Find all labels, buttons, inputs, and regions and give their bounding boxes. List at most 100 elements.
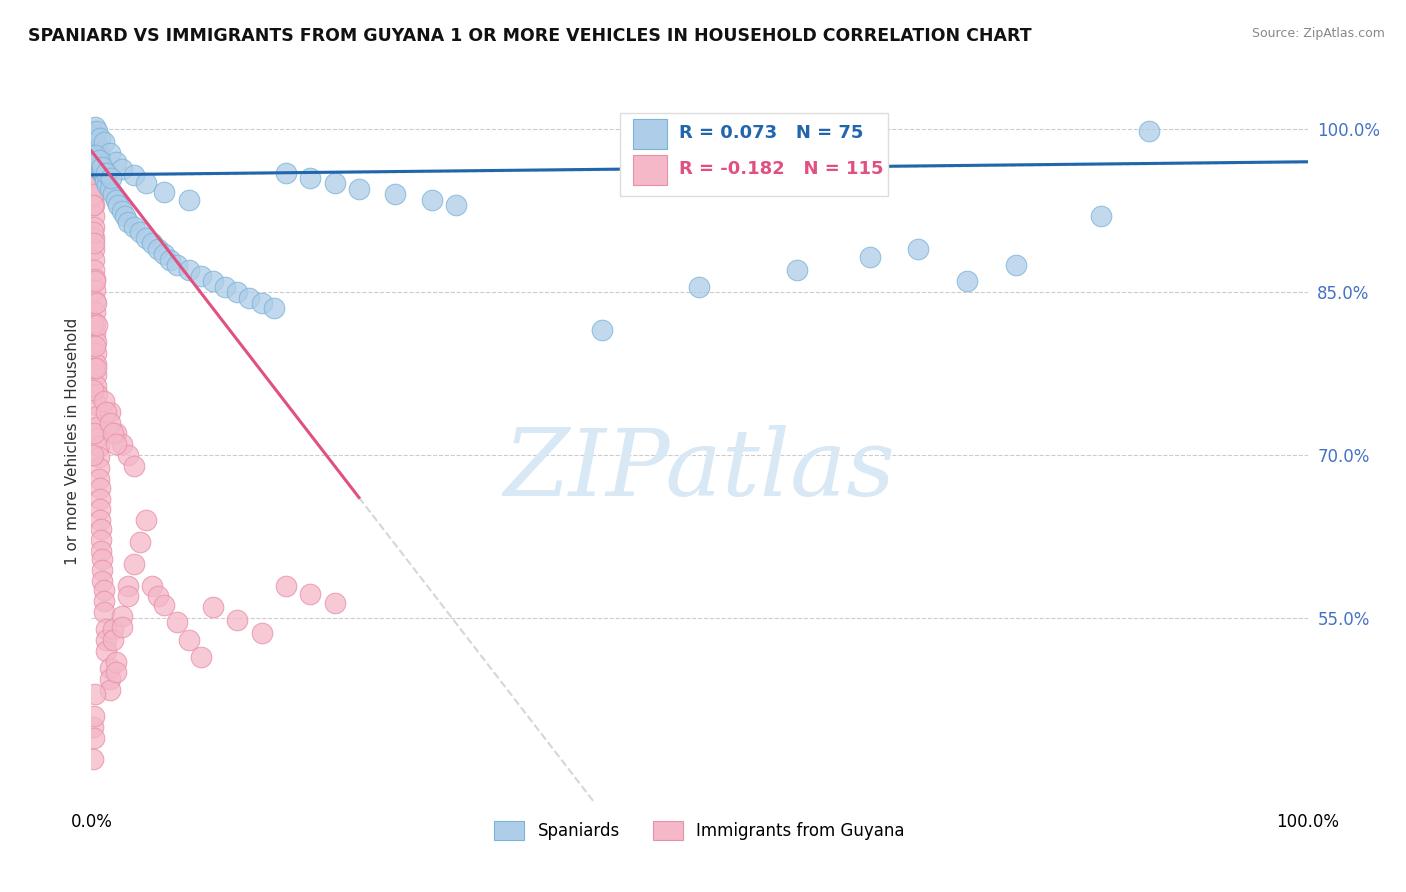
Point: [83, 361, 105, 376]
Point: [86, 387, 108, 401]
Point: [202, 600, 225, 615]
Point: [89, 513, 111, 527]
Point: [94, 166, 117, 180]
Point: [111, 162, 134, 177]
Point: [104, 193, 127, 207]
Point: [86, 142, 108, 156]
Point: [141, 236, 163, 251]
Point: [384, 187, 406, 202]
Point: [90, 159, 112, 173]
Point: [177, 193, 200, 207]
Point: [111, 437, 134, 451]
Point: [83, 731, 105, 745]
Point: [94, 622, 117, 636]
Point: [87, 439, 110, 453]
Point: [1004, 258, 1026, 272]
Point: [420, 193, 443, 207]
Point: [89, 157, 111, 171]
Point: [86, 420, 108, 434]
Point: [93, 593, 115, 607]
Point: [93, 582, 115, 597]
Point: [84, 120, 107, 134]
Point: [82, 138, 104, 153]
FancyBboxPatch shape: [633, 119, 666, 149]
Point: [103, 622, 125, 636]
Point: [87, 450, 110, 465]
Point: [84, 283, 107, 297]
Point: [90, 522, 112, 536]
Point: [177, 263, 200, 277]
Point: [94, 643, 117, 657]
Point: [1090, 209, 1112, 223]
Point: [94, 174, 117, 188]
Point: [111, 203, 134, 218]
Point: [153, 598, 176, 612]
Point: [82, 752, 104, 766]
Point: [94, 171, 117, 186]
Point: [100, 171, 122, 186]
Point: [347, 182, 370, 196]
Point: [107, 198, 129, 212]
Point: [250, 626, 273, 640]
Point: [89, 502, 111, 516]
Point: [82, 448, 104, 462]
FancyBboxPatch shape: [620, 112, 889, 196]
Point: [117, 214, 139, 228]
Text: R = -0.182   N = 115: R = -0.182 N = 115: [679, 161, 883, 178]
Point: [90, 160, 112, 174]
Point: [104, 655, 127, 669]
Point: [84, 274, 107, 288]
Point: [323, 596, 346, 610]
Text: SPANIARD VS IMMIGRANTS FROM GUYANA 1 OR MORE VEHICLES IN HOUSEHOLD CORRELATION C: SPANIARD VS IMMIGRANTS FROM GUYANA 1 OR …: [28, 27, 1032, 45]
Point: [98, 182, 121, 196]
Point: [87, 154, 110, 169]
Point: [87, 461, 110, 475]
Point: [83, 242, 105, 256]
Point: [166, 258, 188, 272]
Point: [84, 178, 107, 193]
Point: [1139, 124, 1161, 138]
Point: [214, 279, 236, 293]
Point: [96, 178, 118, 192]
Point: [103, 632, 125, 647]
Point: [83, 426, 105, 441]
Point: [250, 296, 273, 310]
Point: [135, 177, 157, 191]
Point: [87, 153, 110, 167]
Point: [84, 687, 107, 701]
Y-axis label: 1 or more Vehicles in Household: 1 or more Vehicles in Household: [65, 318, 80, 566]
Point: [159, 252, 181, 267]
Point: [202, 274, 225, 288]
Point: [82, 189, 104, 203]
Point: [444, 198, 467, 212]
Point: [82, 187, 104, 202]
Point: [86, 431, 108, 445]
Point: [91, 552, 114, 566]
Text: ZIPatlas: ZIPatlas: [503, 425, 896, 516]
Point: [226, 285, 249, 300]
Point: [93, 393, 115, 408]
Point: [82, 226, 104, 240]
Point: [98, 405, 121, 419]
Point: [86, 124, 108, 138]
Point: [94, 632, 117, 647]
Point: [907, 242, 929, 256]
Point: [82, 124, 104, 138]
Point: [98, 416, 121, 430]
Point: [299, 171, 322, 186]
Point: [98, 682, 121, 697]
Point: [226, 613, 249, 627]
FancyBboxPatch shape: [633, 154, 666, 185]
Point: [84, 368, 107, 382]
Point: [83, 209, 105, 223]
Point: [84, 160, 107, 174]
Point: [591, 323, 613, 337]
Point: [82, 157, 104, 171]
Point: [114, 209, 136, 223]
Point: [91, 166, 114, 180]
Point: [274, 166, 297, 180]
Point: [82, 168, 104, 182]
Point: [190, 268, 212, 283]
Point: [104, 154, 127, 169]
Text: R = 0.073   N = 75: R = 0.073 N = 75: [679, 124, 863, 142]
